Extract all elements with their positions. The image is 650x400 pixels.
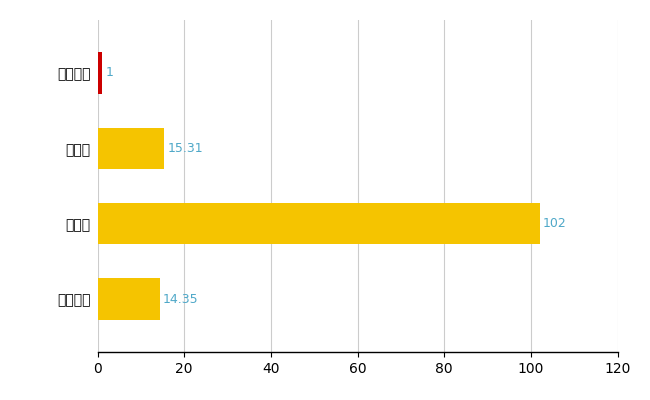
Text: 14.35: 14.35 (163, 293, 199, 306)
Text: 102: 102 (543, 217, 567, 230)
Bar (98, 278, 160, 320)
Bar (98, 203, 540, 244)
Bar (98, 52, 102, 94)
Text: 15.31: 15.31 (167, 142, 203, 155)
Text: 1: 1 (105, 66, 113, 79)
Bar (98, 128, 164, 169)
